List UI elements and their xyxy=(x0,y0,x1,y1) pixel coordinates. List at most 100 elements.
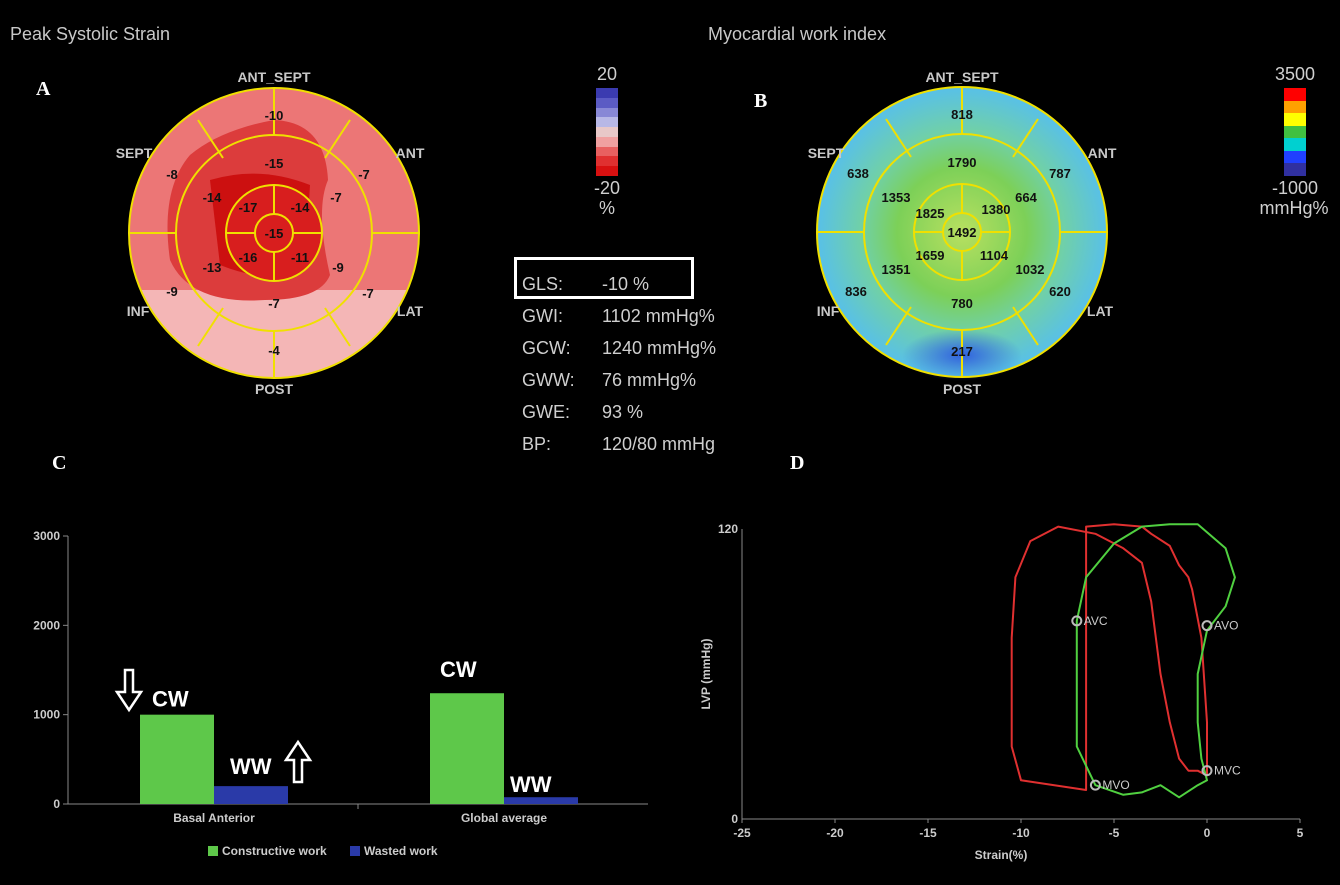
metric-row: GCW: 1240 mmHg% xyxy=(522,332,716,364)
strain-apical-ant: -14 xyxy=(291,200,311,215)
work-basal-post: 217 xyxy=(951,344,973,359)
work-scale-swatch xyxy=(1284,163,1306,176)
y-tick-label: 1000 xyxy=(33,708,60,722)
panel-letter-d: D xyxy=(790,452,805,474)
metric-row: GWW: 76 mmHg% xyxy=(522,364,716,396)
y-tick-label: 2000 xyxy=(33,618,60,632)
strain-scale-swatch xyxy=(596,97,618,108)
work-label-sept: SEPT xyxy=(808,145,845,161)
x-tick-label: -5 xyxy=(1109,826,1120,840)
panel-letter-b: B xyxy=(754,90,768,112)
pressure-strain-loop-chart: -25 -20 -15 -10 -5 0 5 0 120 Strain(%) LVP (mmHg) A… xyxy=(699,522,1304,862)
work-apical-sept: 1825 xyxy=(916,206,945,221)
work-mid-post: 780 xyxy=(951,296,973,311)
metric-value: 93 % xyxy=(602,402,644,422)
work-scale-swatch xyxy=(1284,138,1306,151)
legend-label: Wasted work xyxy=(364,844,438,858)
strain-scale-min: -20 xyxy=(593,178,620,198)
strain-label-post: POST xyxy=(255,381,294,397)
strain-color-scale xyxy=(596,88,618,176)
work-apex: 1492 xyxy=(948,225,977,240)
up-arrow-icon xyxy=(283,739,313,784)
strain-apical-sept: -17 xyxy=(239,200,258,215)
ww-annotation: WW xyxy=(230,754,272,779)
valve-event-marker xyxy=(1201,620,1213,632)
strain-basal-ant: -7 xyxy=(358,167,370,182)
strain-apex: -15 xyxy=(265,226,284,241)
gls-highlight-box xyxy=(514,257,694,299)
metric-label: GWW: xyxy=(522,370,575,390)
work-scale-max: 3500 xyxy=(1274,64,1316,84)
strain-label-inf: INF xyxy=(127,303,150,319)
strain-scale-unit: % xyxy=(598,198,615,218)
work-mid-lat: 1032 xyxy=(1016,262,1045,277)
strain-scale-swatch xyxy=(596,88,618,98)
work-scale-swatch xyxy=(1284,88,1306,101)
metric-row: GLS: -10 % xyxy=(522,268,716,300)
strain-label-sept: SEPT xyxy=(116,145,153,161)
work-mid-ant-sept: 1790 xyxy=(948,155,977,170)
bar xyxy=(504,797,578,804)
work-scale-swatch xyxy=(1284,100,1306,114)
bar xyxy=(214,786,288,804)
valve-event-marker xyxy=(1071,615,1083,627)
strain-scale-swatch xyxy=(596,156,618,167)
metric-label: GLS: xyxy=(522,274,564,294)
work-scale-min: -1000 xyxy=(1271,178,1319,198)
strain-label-ant: ANT xyxy=(396,145,425,161)
strain-basal-sept: -8 xyxy=(166,167,178,182)
work-basal-sept: 638 xyxy=(847,166,869,181)
valve-event-label: MVO xyxy=(1102,778,1129,792)
legend-swatch xyxy=(208,846,218,856)
x-tick-label: 5 xyxy=(1297,826,1304,840)
work-apical-lat: 1104 xyxy=(980,248,1009,263)
work-basal-inf: 836 xyxy=(845,284,867,299)
strain-basal-post: -4 xyxy=(268,343,280,358)
metric-row: GWI: 1102 mmHg% xyxy=(522,300,716,332)
work-scale-swatch xyxy=(1284,150,1306,164)
metric-label: BP: xyxy=(522,434,552,454)
y-tick-label: 120 xyxy=(718,522,738,536)
strain-panel-title: Peak Systolic Strain xyxy=(10,24,171,44)
work-basal-ant: 787 xyxy=(1049,166,1071,181)
cw-annotation: CW xyxy=(440,657,477,682)
strain-apical-inf: -16 xyxy=(239,250,258,265)
x-tick-label: -10 xyxy=(1012,826,1030,840)
metric-value: 76 mmHg% xyxy=(602,370,697,390)
work-scale-swatch xyxy=(1284,125,1306,139)
valve-event-marker xyxy=(1089,779,1101,791)
strain-mid-ant: -7 xyxy=(330,190,342,205)
x-tick-label: -15 xyxy=(919,826,937,840)
work-label-inf: INF xyxy=(817,303,840,319)
valve-event-label: AVO xyxy=(1214,619,1238,633)
global-metrics: GLS: -10 % GWI: 1102 mmHg% GCW: 1240 mmHg% GWW… xyxy=(522,268,716,460)
strain-label-ant-sept: ANT_SEPT xyxy=(237,69,311,85)
valve-event-label: AVC xyxy=(1084,614,1108,628)
strain-scale-swatch xyxy=(596,127,618,137)
work-color-scale xyxy=(1284,88,1306,176)
strain-mid-ant-sept: -15 xyxy=(265,156,284,171)
metric-row: BP: 120/80 mmHg xyxy=(522,428,716,460)
strain-apical-lat: -11 xyxy=(291,250,309,265)
metric-label: GWE: xyxy=(522,402,570,422)
strain-scale-max: 20 xyxy=(596,64,618,84)
strain-scale-swatch xyxy=(596,107,618,118)
cw-annotation: CW xyxy=(152,687,189,712)
work-scale-swatch xyxy=(1284,113,1306,126)
strain-basal-lat: -7 xyxy=(362,286,374,301)
work-mid-inf: 1351 xyxy=(882,262,911,277)
work-bar-chart: 0 1000 2000 3000 Basal Anterior Global averag… xyxy=(33,529,648,858)
strain-bullseye: -10 -7 -7 -4 -9 -8 -15 -7 -9 -7 -13 -14 … xyxy=(116,69,425,397)
work-apical-inf: 1659 xyxy=(916,248,945,263)
metric-value: 1240 mmHg% xyxy=(602,338,717,358)
work-label-ant-sept: ANT_SEPT xyxy=(925,69,999,85)
metric-value: -10 % xyxy=(602,274,650,294)
valve-event-marker xyxy=(1201,765,1213,777)
work-apical-ant: 1380 xyxy=(982,202,1011,217)
legend-label: Constructive work xyxy=(222,844,327,858)
valve-event-label: MVC xyxy=(1214,764,1241,778)
work-mid-sept: 1353 xyxy=(882,190,911,205)
y-axis-label: LVP (mmHg) xyxy=(699,639,713,710)
work-basal-lat: 620 xyxy=(1049,284,1071,299)
y-tick-label: 0 xyxy=(53,797,60,811)
